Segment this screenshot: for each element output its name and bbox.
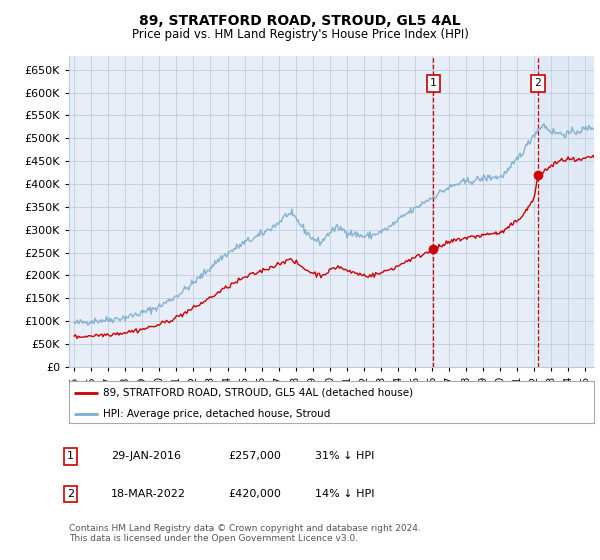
Text: 29-JAN-2016: 29-JAN-2016 (111, 451, 181, 461)
Text: Price paid vs. HM Land Registry's House Price Index (HPI): Price paid vs. HM Land Registry's House … (131, 28, 469, 41)
Text: HPI: Average price, detached house, Stroud: HPI: Average price, detached house, Stro… (103, 409, 331, 418)
Bar (538, 56, 594, 367)
Text: 18-MAR-2022: 18-MAR-2022 (111, 489, 186, 499)
Text: 1: 1 (67, 451, 74, 461)
Text: 89, STRATFORD ROAD, STROUD, GL5 4AL (detached house): 89, STRATFORD ROAD, STROUD, GL5 4AL (det… (103, 388, 413, 398)
Text: 1: 1 (430, 78, 437, 88)
Text: 2: 2 (535, 78, 541, 88)
Text: 14% ↓ HPI: 14% ↓ HPI (315, 489, 374, 499)
Text: 89, STRATFORD ROAD, STROUD, GL5 4AL: 89, STRATFORD ROAD, STROUD, GL5 4AL (139, 14, 461, 28)
Text: £420,000: £420,000 (228, 489, 281, 499)
Text: 2: 2 (67, 489, 74, 499)
Text: Contains HM Land Registry data © Crown copyright and database right 2024.
This d: Contains HM Land Registry data © Crown c… (69, 524, 421, 543)
Text: £257,000: £257,000 (228, 451, 281, 461)
Text: 31% ↓ HPI: 31% ↓ HPI (315, 451, 374, 461)
